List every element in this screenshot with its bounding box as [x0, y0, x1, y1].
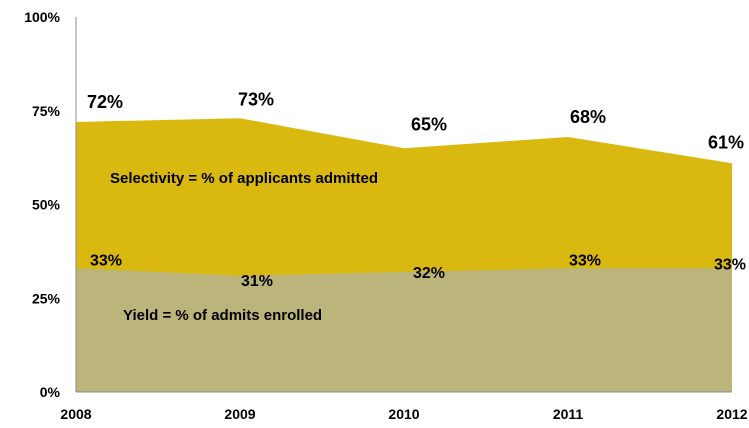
- data-labels: 72% 73% 65% 68% 61% 33% 31% 32% 33% 33%: [87, 89, 746, 290]
- yield-annotation: Yield = % of admits enrolled: [123, 307, 322, 324]
- x-tick-label: 2009: [224, 406, 255, 422]
- y-tick-label: 0%: [40, 384, 61, 400]
- selectivity-data-label: 65%: [411, 114, 447, 134]
- selectivity-annotation: Selectivity = % of applicants admitted: [110, 170, 378, 187]
- y-tick-label: 100%: [24, 9, 60, 25]
- x-tick-labels: 2008 2009 2010 2011 2012: [60, 406, 747, 422]
- y-tick-label: 75%: [32, 103, 61, 119]
- y-tick-label: 25%: [32, 290, 61, 306]
- yield-data-label: 31%: [241, 273, 273, 290]
- x-tick-label: 2011: [553, 406, 584, 422]
- y-tick-labels: 0% 25% 50% 75% 100%: [24, 9, 60, 400]
- x-tick-label: 2010: [388, 406, 419, 422]
- selectivity-data-label: 61%: [708, 132, 744, 152]
- yield-data-label: 32%: [413, 265, 445, 282]
- x-tick-label: 2008: [60, 406, 91, 422]
- x-tick-label: 2012: [716, 406, 747, 422]
- series-annotations: Selectivity = % of applicants admitted Y…: [110, 170, 378, 324]
- selectivity-data-label: 68%: [570, 107, 606, 127]
- y-tick-label: 50%: [32, 197, 61, 213]
- plot-areas: [76, 118, 732, 392]
- selectivity-data-label: 72%: [87, 92, 123, 112]
- axes: [75, 17, 732, 393]
- selectivity-data-label: 73%: [238, 89, 274, 109]
- yield-data-label: 33%: [714, 256, 746, 273]
- yield-data-label: 33%: [569, 252, 601, 269]
- yield-data-label: 33%: [90, 252, 122, 269]
- yield-area: [76, 268, 732, 392]
